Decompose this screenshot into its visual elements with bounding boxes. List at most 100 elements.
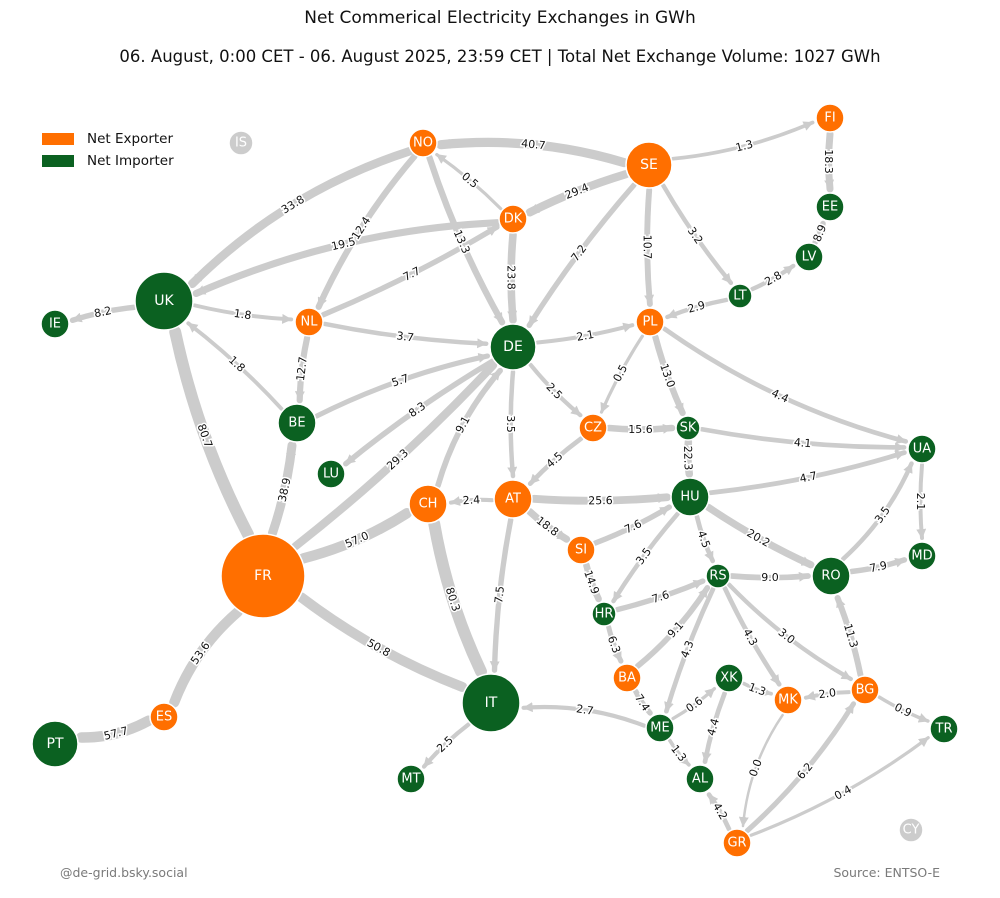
node-lt: [727, 283, 753, 309]
flow-label-xk-mk: 1.3: [747, 680, 768, 698]
flow-dk-de: [507, 231, 518, 324]
node-label-nl: NL: [301, 315, 319, 330]
flow-dk-uk: [192, 219, 501, 298]
node-label-it: IT: [485, 695, 498, 711]
flow-de-at: [507, 369, 518, 479]
flow-label-se-pl: 10.7: [641, 235, 654, 260]
flow-no-de: [426, 154, 506, 326]
flow-dk-no: [435, 153, 503, 211]
flow-bg-tr: [877, 695, 930, 723]
node-label-at: AT: [505, 492, 521, 507]
flow-label-fr-uk: 80.7: [195, 422, 216, 449]
source-text: Source: ENTSO-E: [833, 865, 940, 880]
node-lu: [316, 459, 346, 489]
flow-label-fi-ee: 18.3: [822, 149, 835, 174]
flow-be-uk: [186, 321, 284, 411]
flow-label-ua-md: 2.1: [914, 493, 927, 511]
node-pt: [31, 720, 79, 768]
node-label-lv: LV: [802, 250, 817, 265]
node-label-uk: UK: [154, 293, 174, 309]
node-ba: [612, 663, 642, 693]
flow-hu-rs: [694, 514, 716, 564]
flow-gr-bg: [744, 701, 857, 834]
node-label-md: MD: [911, 549, 932, 564]
flow-xk-mk: [742, 681, 773, 697]
flow-ro-md: [848, 557, 908, 575]
node-cz: [578, 413, 608, 443]
flow-label-pl-ua: 4.4: [769, 386, 790, 405]
flow-gr-tr: [749, 736, 930, 837]
flow-de-pl: [535, 322, 635, 345]
flow-sk-ua: [699, 427, 907, 453]
flow-label-ch-it: 80.3: [443, 586, 463, 613]
flow-xk-al: [701, 691, 727, 765]
flow-de-cz: [528, 362, 583, 418]
node-md: [907, 541, 937, 571]
node-cy: [898, 817, 924, 843]
flow-rs-me: [664, 586, 716, 714]
flow-label-bg-mk: 2.0: [818, 686, 837, 701]
flow-label-hu-ua: 4.7: [799, 469, 819, 485]
flow-se-lt: [661, 183, 734, 286]
chart-title: Net Commerical Electricity Exchanges in …: [304, 8, 696, 28]
credit-text: @de-grid.bsky.social: [60, 865, 188, 880]
flow-de-lu: [343, 358, 496, 467]
flow-fr-ch: [298, 508, 413, 564]
node-be: [277, 403, 317, 443]
flow-rs-ro: [729, 571, 811, 582]
node-dk: [498, 204, 528, 234]
flow-label-se-fi: 1.3: [734, 138, 754, 155]
flow-fr-es: [169, 606, 243, 708]
flow-ch-it: [428, 518, 487, 678]
flow-fr-it: [296, 592, 468, 692]
node-fr: [220, 533, 306, 619]
flow-no-uk: [187, 147, 414, 289]
flow-label-rs-ro: 9.0: [761, 571, 779, 584]
flow-it-mt: [421, 722, 471, 769]
flow-rs-mk: [722, 585, 782, 687]
node-label-ee: EE: [822, 200, 838, 215]
flow-label-se-no: 40.7: [521, 137, 547, 152]
node-label-ba: BA: [618, 671, 636, 686]
flow-be-de: [314, 353, 490, 419]
flow-label-at-ch: 2.4: [462, 493, 480, 507]
flow-fr-uk: [169, 326, 255, 541]
flow-uk-nl: [192, 303, 294, 324]
legend-label-exporter: Net Exporter: [87, 131, 174, 147]
flow-label-mk-gr: 0.0: [747, 758, 765, 779]
flow-ba-rs: [634, 585, 711, 669]
node-xk: [714, 663, 744, 693]
flow-pl-ua: [662, 326, 909, 444]
node-tr: [929, 714, 959, 744]
flow-cz-at: [527, 436, 584, 487]
flow-at-si: [526, 508, 571, 543]
flow-label-pl-cz: 0.5: [611, 363, 631, 385]
node-nl: [294, 307, 324, 337]
node-ro: [811, 556, 851, 596]
node-label-tr: TR: [935, 722, 953, 737]
flow-label-fr-be: 38.9: [276, 476, 294, 503]
flow-label-uk-nl: 1.8: [233, 307, 252, 322]
flow-nl-dk: [320, 224, 500, 318]
node-label-fi: FI: [824, 111, 835, 126]
node-es: [149, 702, 179, 732]
flow-cz-sk: [605, 423, 676, 434]
flow-label-me-it: 2.7: [575, 702, 594, 717]
node-hu: [670, 477, 710, 517]
flow-nl-de: [322, 321, 489, 349]
flow-label-nl-be: 12.7: [294, 356, 310, 382]
node-label-mk: MK: [778, 693, 798, 708]
flow-label-lt-pl: 2.9: [686, 298, 706, 315]
node-label-lt: LT: [733, 289, 746, 304]
flow-es-pt: [75, 715, 154, 743]
node-gr: [722, 828, 752, 858]
node-label-lu: LU: [323, 467, 339, 482]
legend-swatch-exporter: [42, 133, 74, 145]
flow-label-bg-ro: 11.3: [841, 622, 860, 649]
node-ch: [408, 484, 448, 524]
flow-label-es-pt: 57.7: [102, 724, 129, 743]
node-fi: [815, 103, 845, 133]
node-sk: [675, 415, 701, 441]
flow-sk-hu: [682, 438, 694, 478]
